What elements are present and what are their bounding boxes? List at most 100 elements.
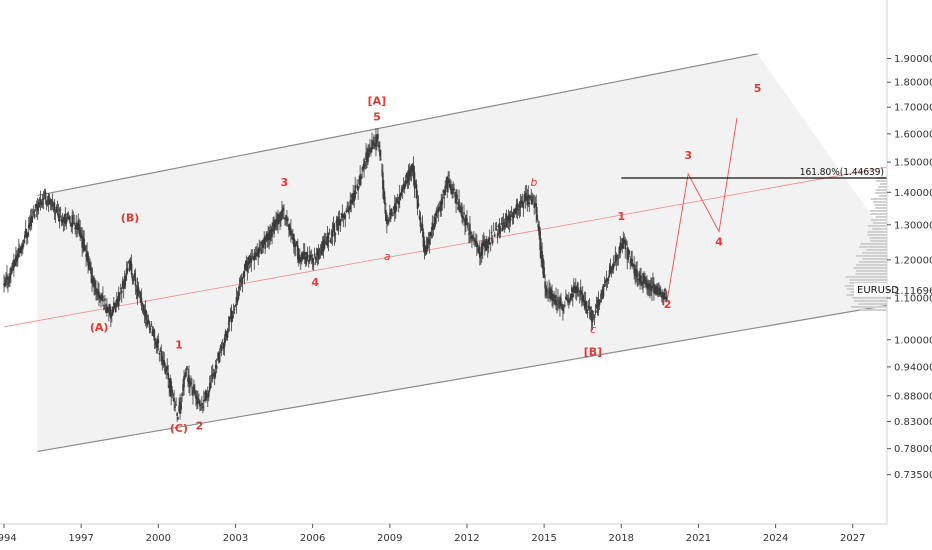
candle-body <box>206 395 209 398</box>
candle-body <box>64 214 67 224</box>
candle-body <box>442 190 445 193</box>
candle-body <box>428 239 431 245</box>
candle-body <box>156 340 159 348</box>
candle-body <box>497 224 500 228</box>
volume-profile-bar <box>849 278 887 281</box>
candle-body <box>589 312 592 318</box>
candle-body <box>244 264 247 270</box>
candle-body <box>655 286 657 292</box>
candle-body <box>598 300 601 306</box>
candle-body <box>312 262 315 266</box>
candle-body <box>572 294 574 298</box>
candle-body <box>78 224 80 230</box>
candle-body <box>240 278 243 280</box>
candle-body <box>519 201 522 209</box>
candle-body <box>205 393 208 396</box>
candle-body <box>596 300 599 313</box>
candle-body <box>554 299 556 304</box>
candle-body <box>27 224 30 229</box>
volume-profile-bar <box>845 275 887 278</box>
candle-body <box>223 337 226 347</box>
channel-upper-line <box>37 53 758 197</box>
candle-body <box>107 307 109 312</box>
candle-body <box>189 381 191 388</box>
candle-body <box>220 347 223 352</box>
candle-body <box>7 282 9 285</box>
candle-body <box>645 279 647 288</box>
candle-body <box>163 359 166 367</box>
candle-body <box>503 224 506 228</box>
candle-body <box>272 222 274 226</box>
candle-body <box>35 208 38 210</box>
candle-body <box>290 228 292 236</box>
candle-body <box>568 299 570 301</box>
candle-body <box>468 232 470 235</box>
candle-body <box>631 259 633 267</box>
candle-body <box>45 200 48 205</box>
candle-body <box>365 152 367 160</box>
candle-body <box>137 287 140 293</box>
candle-body <box>619 242 622 253</box>
candle-body <box>463 212 465 215</box>
candle-body <box>13 259 15 268</box>
candle-body <box>388 219 390 223</box>
wave-label: b <box>530 176 537 189</box>
candle-body <box>395 198 398 204</box>
candle-body <box>492 230 495 232</box>
candle-body <box>267 233 269 239</box>
candle-body <box>210 374 213 376</box>
candle-body <box>621 243 624 248</box>
candle-body <box>341 213 344 218</box>
candle-body <box>268 232 270 241</box>
candle-body <box>182 384 184 392</box>
candle-body <box>406 176 409 184</box>
candle-body <box>278 214 280 217</box>
candle-body <box>83 238 85 251</box>
candle-body <box>103 308 105 310</box>
candle-body <box>274 222 276 229</box>
candle-body <box>643 275 645 284</box>
candle-body <box>435 210 438 217</box>
volume-profile-bar <box>875 191 887 194</box>
candle-body <box>511 215 514 218</box>
candle-body <box>75 222 78 230</box>
x-tick-label: 1997 <box>68 533 93 544</box>
candle-body <box>145 311 148 320</box>
candle-body <box>354 185 356 199</box>
candle-body <box>637 278 639 281</box>
wave-label: (C) <box>170 422 188 435</box>
candle-body <box>58 215 61 222</box>
candle-body <box>158 353 161 355</box>
candle-body <box>60 219 63 222</box>
candle-body <box>249 256 252 260</box>
candle-body <box>227 323 230 325</box>
candle-body <box>357 186 359 191</box>
candle-body <box>88 261 90 270</box>
candle-body <box>198 401 200 404</box>
candle-body <box>154 339 157 341</box>
candle-body <box>129 261 132 267</box>
candle-body <box>387 219 389 224</box>
candle-body <box>526 195 529 206</box>
candle-body <box>95 287 97 294</box>
candle-body <box>10 267 12 275</box>
y-tick-label: 1.10000 <box>894 294 932 305</box>
candle-body <box>642 273 644 284</box>
candle-body <box>294 240 296 248</box>
candle-body <box>303 252 306 255</box>
candle-body <box>44 191 47 200</box>
candle-body <box>3 283 5 286</box>
candle-body <box>525 192 528 195</box>
candle-body <box>527 194 530 201</box>
candle-body <box>252 256 255 260</box>
candle-body <box>363 159 365 169</box>
candle-body <box>499 227 502 232</box>
candle-body <box>370 149 372 153</box>
volume-profile-bar <box>872 221 887 224</box>
candle-body <box>515 204 518 214</box>
candle-body <box>77 220 79 230</box>
candle-body <box>192 389 194 396</box>
candle-body <box>147 319 150 322</box>
volume-profile-bar <box>867 233 887 236</box>
